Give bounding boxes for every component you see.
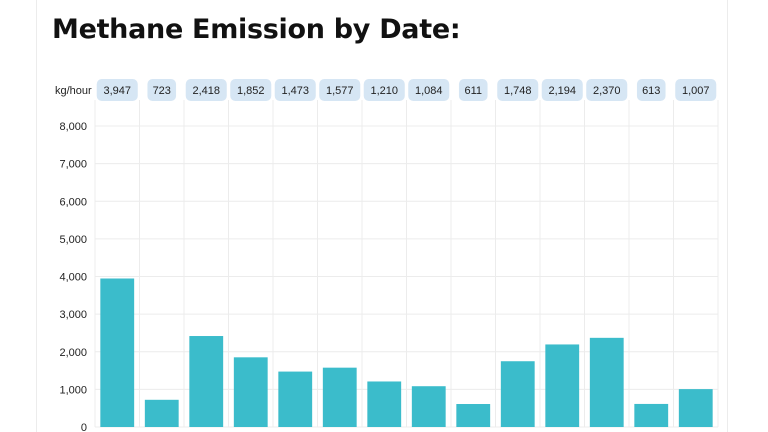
- value-label: 2,370: [593, 85, 621, 97]
- value-badge: [230, 79, 272, 101]
- value-badge: [675, 79, 717, 101]
- value-label: 2,418: [192, 85, 220, 97]
- value-label: 3,947: [103, 85, 131, 97]
- y-tick-label: 4,000: [59, 272, 87, 284]
- value-badge: [147, 79, 177, 101]
- value-label: 1,007: [682, 85, 710, 97]
- value-label: 1,748: [504, 85, 532, 97]
- y-tick-label: 1,000: [59, 384, 87, 396]
- value-label: 723: [153, 85, 171, 97]
- value-label: 2,194: [548, 85, 576, 97]
- bar: [589, 337, 624, 427]
- value-label: 611: [464, 85, 482, 97]
- value-badge: [636, 79, 666, 101]
- bar: [278, 371, 313, 427]
- value-badges: 3,947 723 2,418 1,852 1,473 1,577 1,210 1,084 61…: [96, 79, 717, 101]
- y-tick-label: 7,000: [59, 159, 87, 171]
- bar: [456, 404, 491, 427]
- bar: [100, 278, 135, 427]
- bar: [634, 403, 669, 427]
- y-tick-label: 2,000: [59, 347, 87, 359]
- bar: [545, 344, 580, 427]
- value-badge: [541, 79, 583, 101]
- y-tick-label: 3,000: [59, 309, 87, 321]
- bar: [144, 399, 179, 427]
- value-badge: [185, 79, 227, 101]
- y-tick-label: 8,000: [59, 121, 87, 133]
- value-badge: [408, 79, 450, 101]
- value-label: 1,084: [415, 85, 443, 97]
- value-badge: [458, 79, 488, 101]
- value-label: 1,210: [370, 85, 398, 97]
- value-badge: [274, 79, 316, 101]
- y-tick-label: 0: [81, 422, 87, 432]
- bar: [233, 357, 268, 427]
- y-tick-label: 5,000: [59, 234, 87, 246]
- chart-title: Methane Emission by Date:: [52, 14, 461, 45]
- unit-label: kg/hour: [55, 85, 92, 97]
- value-badge: [497, 79, 539, 101]
- bar: [189, 336, 224, 427]
- gridlines: [94, 100, 719, 428]
- bar: [500, 361, 535, 427]
- y-tick-label: 6,000: [59, 196, 87, 208]
- y-axis: 0 1,000 2,000 3,000 4,000 5,000 6,000 7,000 8,00…: [59, 121, 87, 432]
- value-badge: [363, 79, 405, 101]
- value-badge: [586, 79, 628, 101]
- value-badge: [319, 79, 361, 101]
- value-label: 1,577: [326, 85, 354, 97]
- bar: [322, 367, 357, 427]
- bar: [411, 386, 446, 427]
- bar: [367, 381, 402, 427]
- value-label: 613: [642, 85, 660, 97]
- bars: [100, 278, 713, 427]
- value-label: 1,473: [281, 85, 309, 97]
- value-label: 1,852: [237, 85, 265, 97]
- bar: [678, 389, 713, 427]
- value-badge: [96, 79, 138, 101]
